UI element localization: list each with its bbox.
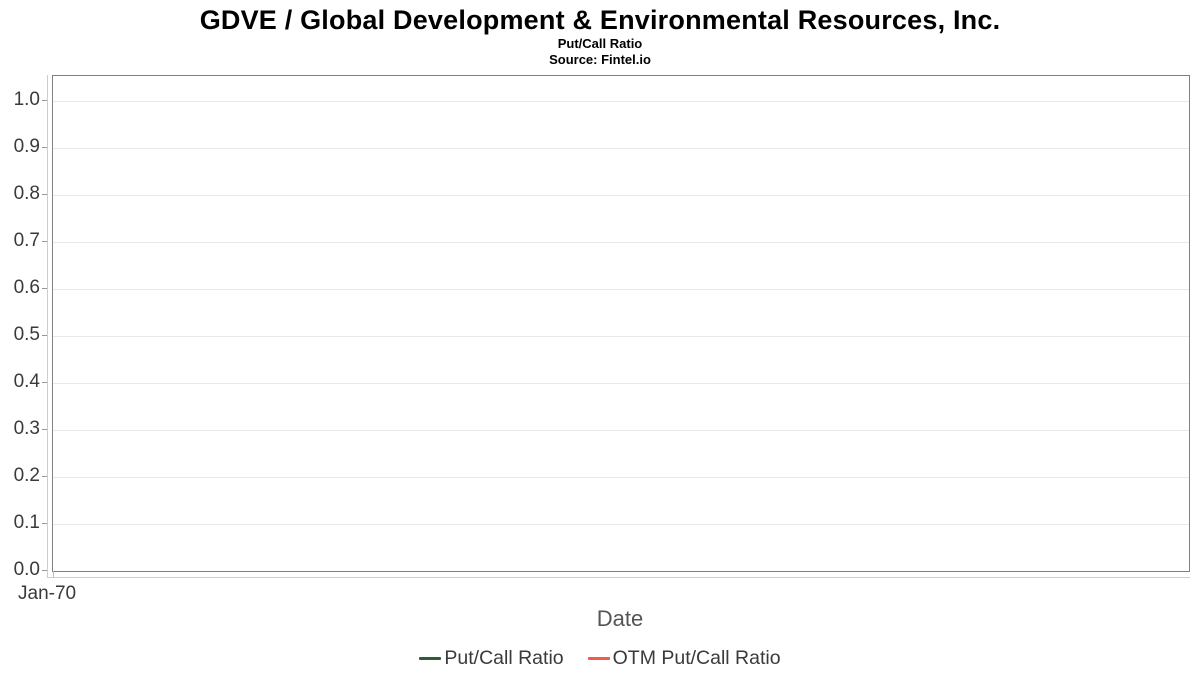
gridline [53, 336, 1189, 337]
y-axis-tick [42, 241, 47, 242]
y-axis-tick [42, 335, 47, 336]
legend-label-put-call-ratio: Put/Call Ratio [444, 646, 564, 669]
legend: Put/Call Ratio OTM Put/Call Ratio [0, 645, 1200, 671]
y-tick-label: 0.7 [13, 230, 40, 251]
gridline [53, 101, 1189, 102]
y-tick-label: 0.8 [13, 183, 40, 204]
y-tick-label: 0.0 [13, 559, 40, 580]
x-axis-line [47, 577, 1190, 578]
gridline [53, 195, 1189, 196]
y-tick-label: 0.1 [13, 512, 40, 533]
otm-put-call-ratio-line-swatch [587, 656, 610, 660]
y-tick-label: 0.2 [13, 465, 40, 486]
y-axis-tick [42, 570, 47, 571]
y-axis-tick [42, 382, 47, 383]
plot-area [52, 75, 1190, 572]
x-tick-label-jan-70: Jan-70 [18, 583, 77, 604]
x-axis-tick [53, 571, 54, 577]
legend-item-otm-put-call-ratio[interactable]: OTM Put/Call Ratio [587, 646, 781, 670]
gridline [53, 383, 1189, 384]
gridline [53, 148, 1189, 149]
y-tick-label: 0.3 [13, 418, 40, 439]
y-tick-label: 0.9 [13, 136, 40, 157]
y-tick-label: 0.6 [13, 277, 40, 298]
gridline [53, 242, 1189, 243]
legend-item-put-call-ratio[interactable]: Put/Call Ratio [419, 646, 564, 670]
chart-subtitle: Put/Call Ratio [557, 36, 643, 51]
gridline [53, 524, 1189, 525]
y-axis-line [47, 75, 48, 577]
y-axis-tick [42, 476, 47, 477]
y-axis-tick [42, 288, 47, 289]
y-axis-tick [42, 429, 47, 430]
y-tick-label: 0.4 [13, 371, 40, 392]
gridline [53, 430, 1189, 431]
chart-title: GDVE / Global Development & Environmenta… [199, 5, 1001, 35]
y-tick-label: 1.0 [13, 89, 40, 110]
x-axis-title: Date [596, 606, 644, 631]
put-call-ratio-line-swatch [419, 656, 442, 660]
y-axis-tick [42, 147, 47, 148]
gridline [53, 477, 1189, 478]
chart-source: Source: Fintel.io [549, 52, 651, 67]
y-axis-tick [42, 100, 47, 101]
y-axis-tick [42, 194, 47, 195]
legend-label-otm-put-call-ratio: OTM Put/Call Ratio [612, 646, 781, 669]
y-tick-label: 0.5 [13, 324, 40, 345]
gridline [53, 289, 1189, 290]
y-axis-tick [42, 523, 47, 524]
